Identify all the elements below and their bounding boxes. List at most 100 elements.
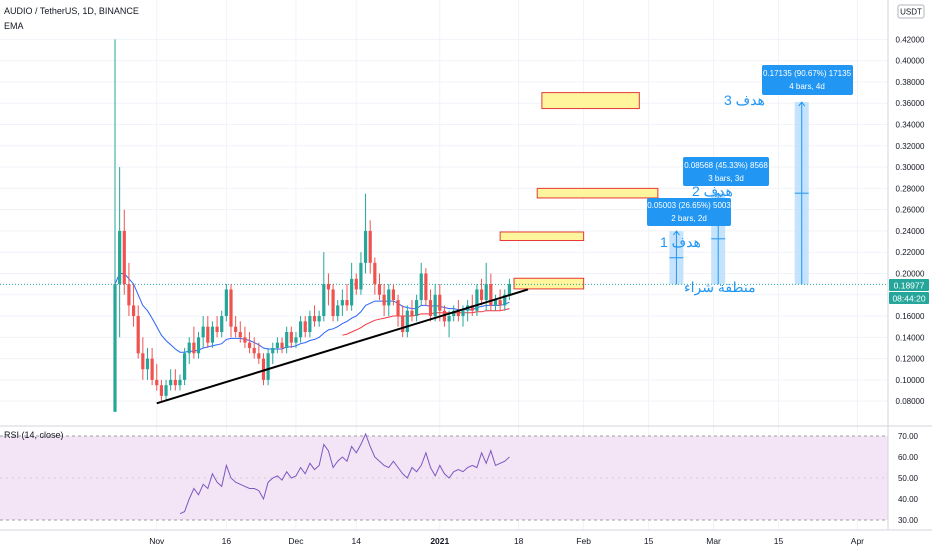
- candle: [215, 316, 219, 338]
- measure-label-3-line2: 4 bars, 4d: [789, 82, 825, 91]
- candle: [243, 326, 247, 348]
- candle: [303, 316, 307, 338]
- candle-body: [475, 289, 479, 311]
- candle: [340, 289, 344, 317]
- candle-body: [206, 326, 210, 343]
- candle: [201, 316, 205, 348]
- measure-label-2[interactable]: 0.08568 (45.33%) 8568 3 bars, 3d: [683, 157, 769, 186]
- zone-rect[interactable]: [536, 187, 659, 199]
- ema-legend[interactable]: EMA: [4, 21, 24, 31]
- candle-body: [377, 284, 382, 295]
- candle-body: [183, 353, 187, 380]
- candle-body: [373, 262, 377, 285]
- zone-rect[interactable]: [513, 277, 585, 290]
- rsi-axis[interactable]: 70.00 60.00 50.00 40.00 30.00: [898, 432, 919, 525]
- target1-label[interactable]: هدف 1: [660, 234, 701, 250]
- candle: [285, 326, 289, 354]
- candle-body: [252, 347, 256, 354]
- countdown-badge: 08:44:20: [889, 292, 929, 304]
- support-trendline[interactable]: [156, 288, 529, 405]
- ema-line-blue: [114, 273, 510, 353]
- rsi-tick-label: 50.00: [898, 474, 919, 483]
- target3-label[interactable]: هدف 3: [724, 92, 765, 108]
- rsi-legend[interactable]: RSI (14, close): [4, 430, 64, 440]
- time-tick-label: Feb: [576, 536, 591, 546]
- candle-body: [326, 284, 331, 290]
- time-tick-label: Mar: [706, 536, 721, 546]
- candle-body: [210, 326, 215, 343]
- candle: [252, 337, 256, 359]
- candle-body: [169, 379, 173, 386]
- candle-body: [173, 379, 177, 386]
- candle: [368, 220, 372, 274]
- candle: [275, 337, 279, 354]
- zone-rect[interactable]: [499, 231, 585, 241]
- candle: [489, 273, 493, 311]
- candle: [475, 284, 479, 317]
- candle: [377, 273, 382, 301]
- candle: [350, 262, 354, 311]
- measure-label-1-line2: 2 bars, 2d: [671, 214, 707, 223]
- candle-body: [396, 300, 400, 317]
- zones[interactable]: [499, 92, 659, 290]
- candle-body: [419, 273, 423, 301]
- target2-label[interactable]: هدف 2: [692, 183, 733, 199]
- price-axis[interactable]: 0.42000 0.40000 0.38000 0.36000 0.34000 0.320…: [896, 35, 925, 406]
- candle-body: [359, 262, 363, 290]
- candle-body: [452, 310, 456, 317]
- candle-body: [178, 379, 182, 386]
- measure-label-2-line2: 3 bars, 3d: [708, 174, 744, 183]
- measure-tools[interactable]: [669, 101, 809, 285]
- measure-label-3-line1: 0.17135 (90.67%) 17135: [763, 69, 852, 78]
- currency-badge[interactable]: USDT: [897, 4, 925, 19]
- candle-body: [294, 337, 298, 343]
- measure-label-1[interactable]: 0.05003 (26.65%) 5003 2 bars, 2d: [647, 198, 731, 226]
- candle: [118, 167, 122, 338]
- candle: [401, 305, 405, 338]
- candle: [503, 289, 507, 311]
- candle-body: [428, 300, 433, 317]
- candle: [419, 262, 423, 306]
- candle: [122, 209, 126, 295]
- candle: [220, 310, 224, 338]
- candle-body: [484, 284, 488, 301]
- candle: [289, 326, 293, 348]
- candle: [159, 379, 163, 402]
- time-axis[interactable]: Nov 16 Dec 14 2021 18 Feb 15 Mar 15 Apr: [149, 536, 864, 546]
- candle-body: [234, 326, 238, 332]
- candle-body: [503, 294, 507, 306]
- price-tick-label: 0.16000: [896, 312, 925, 321]
- candle-body: [141, 353, 145, 370]
- time-tick-label: 15: [644, 536, 654, 546]
- price-tick-label: 0.34000: [896, 121, 925, 130]
- current-price-badge: 0.18977: [889, 279, 929, 291]
- candle: [336, 300, 340, 322]
- rsi-tick-label: 40.00: [898, 495, 919, 504]
- zone-rect[interactable]: [541, 92, 640, 110]
- candle-body: [387, 289, 391, 306]
- candle-body: [150, 358, 154, 380]
- candle: [433, 284, 437, 322]
- candle: [447, 310, 451, 338]
- candle: [322, 252, 326, 322]
- candle: [312, 305, 317, 327]
- candle-body: [331, 289, 335, 317]
- candle-body: [415, 300, 419, 317]
- candle-body: [229, 289, 233, 327]
- candle: [391, 284, 395, 306]
- candle-body: [299, 321, 303, 338]
- candle-body: [155, 379, 159, 386]
- candle-body: [159, 385, 163, 396]
- candle: [308, 310, 312, 338]
- candle-body: [192, 342, 196, 354]
- measure-label-3[interactable]: 0.17135 (90.67%) 17135 4 bars, 4d: [762, 65, 853, 95]
- candle-body: [220, 316, 224, 332]
- candle-body: [113, 284, 117, 412]
- candle: [387, 284, 391, 317]
- candle: [173, 369, 177, 391]
- buy-zone-label[interactable]: منطقة شراء: [684, 279, 756, 296]
- price-tick-label: 0.08000: [896, 397, 925, 406]
- candle: [210, 321, 215, 348]
- candle-body: [424, 273, 428, 301]
